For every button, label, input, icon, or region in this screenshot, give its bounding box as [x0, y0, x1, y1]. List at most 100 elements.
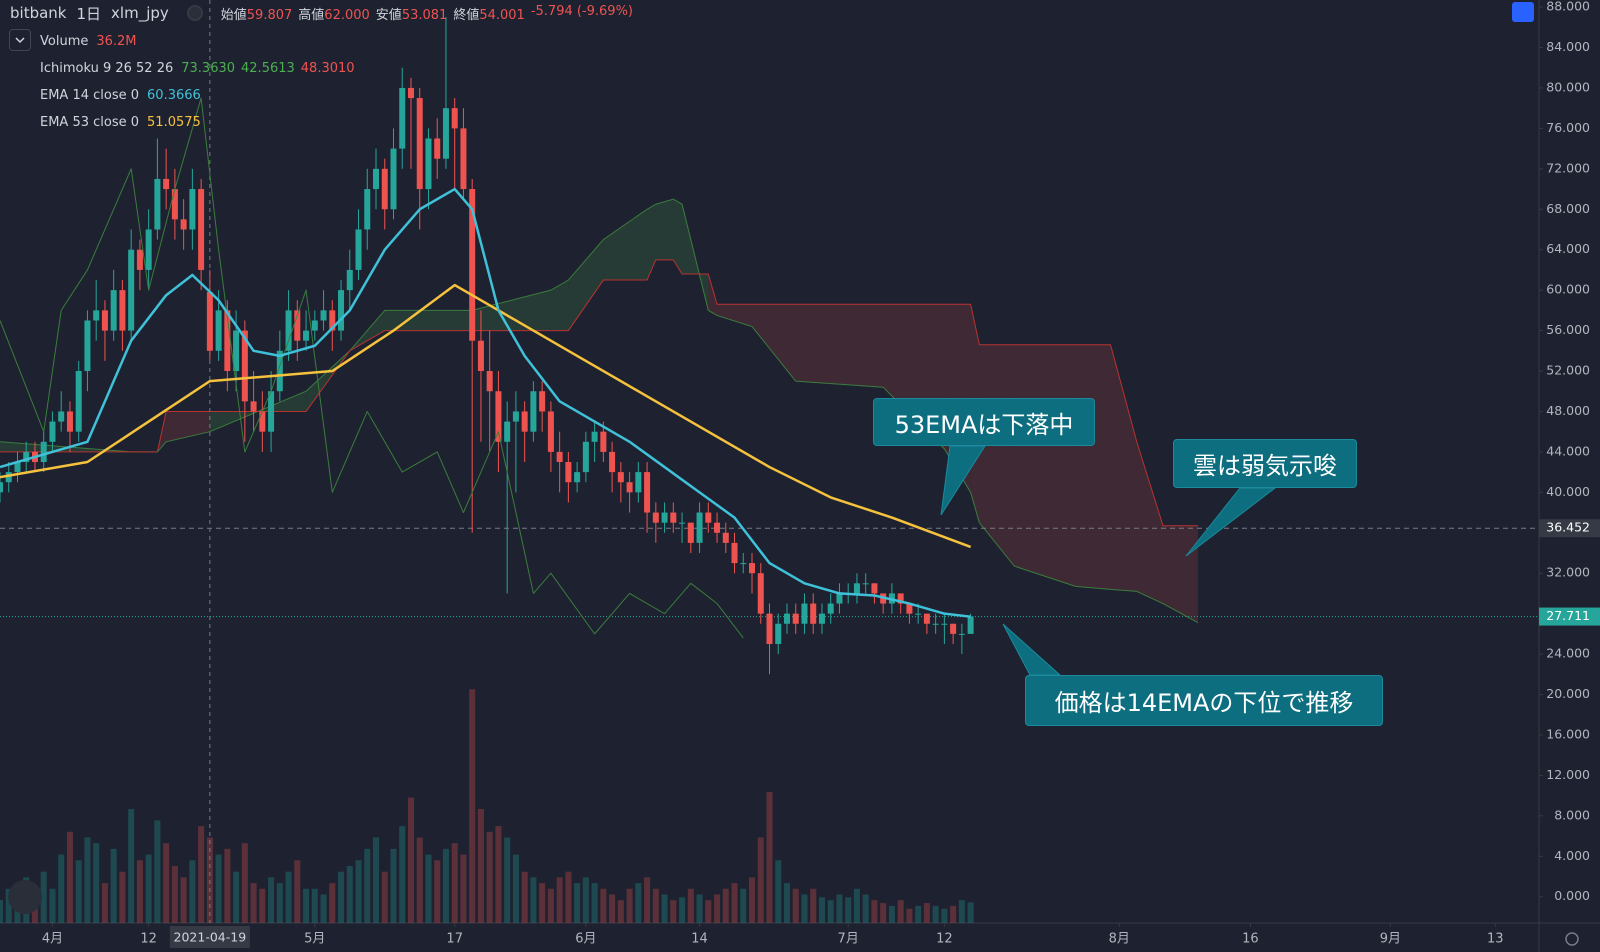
legend: Volume 36.2M Ichimoku 9 26 52 26 73.3630 42.…	[40, 28, 355, 136]
y-tick-label: 56.000	[1546, 322, 1590, 337]
volume-bar	[215, 854, 222, 923]
interval[interactable]: 1日	[76, 4, 102, 23]
legend-value: 60.3666	[147, 88, 201, 103]
candle-body	[783, 613, 790, 624]
y-tick-label: 20.000	[1546, 686, 1590, 701]
cloud-fill	[717, 304, 753, 327]
candle-body	[915, 613, 922, 615]
volume-bar	[250, 883, 257, 923]
symbol[interactable]: xlm_jpy	[111, 4, 169, 22]
candle-body	[574, 472, 581, 483]
y-tick-label: 48.000	[1546, 403, 1590, 418]
legend-row[interactable]: EMA 14 close 0 60.3666	[40, 82, 355, 109]
volume-bar	[311, 888, 318, 923]
candle-body	[967, 616, 974, 634]
candle-body	[792, 613, 799, 624]
price-label: 27.711	[1546, 608, 1590, 623]
volume-bar	[198, 826, 205, 923]
candle-body	[154, 178, 161, 230]
volume-bar	[941, 908, 948, 923]
volume-bar	[171, 866, 178, 923]
candle-body	[670, 512, 677, 523]
volume-bar	[268, 877, 275, 923]
ohlc-label: 始値	[220, 7, 247, 23]
legend-name: Volume	[40, 34, 89, 49]
candle-body	[101, 310, 108, 331]
cloud-fill	[384, 310, 473, 331]
y-tick-label: 4.000	[1554, 848, 1590, 863]
candle-body	[145, 229, 152, 270]
annotation: 雲は弱気示唆	[1173, 439, 1357, 488]
cloud-fill	[708, 273, 718, 316]
candle-body	[93, 310, 100, 321]
candle-body	[679, 522, 686, 524]
cloud-fill	[603, 209, 648, 281]
price-axis	[1539, 0, 1600, 952]
volume-bar	[163, 843, 170, 923]
candle-body	[425, 138, 432, 190]
candle-body	[329, 310, 336, 331]
x-tick-label: 16	[1242, 932, 1259, 947]
candle-body	[75, 371, 82, 432]
candle-body	[923, 613, 930, 624]
volume-bar	[373, 837, 380, 923]
volume-bar	[871, 900, 878, 923]
x-tick-label: 12	[936, 932, 953, 947]
cloud-span-b	[0, 259, 1198, 527]
price-label-bg	[1539, 607, 1600, 626]
candle-body	[897, 593, 904, 604]
volume-bar	[303, 888, 310, 923]
volume-bar	[783, 883, 790, 923]
volume-bar	[495, 826, 502, 923]
collapse-button[interactable]	[9, 29, 31, 51]
volume-bar	[609, 894, 616, 923]
candle-body	[731, 542, 738, 564]
candle-body	[215, 310, 222, 351]
candle-body	[381, 168, 388, 210]
candle-body	[399, 87, 406, 149]
candle-body	[818, 613, 825, 624]
candle-body	[407, 87, 414, 99]
candle-body	[652, 512, 659, 523]
volume-bar	[967, 902, 974, 923]
volume-bar	[652, 888, 659, 923]
volume-bar	[897, 900, 904, 923]
volume-bar	[932, 905, 939, 923]
logo[interactable]	[8, 880, 42, 914]
volume-bar	[5, 888, 12, 923]
volume-bar	[381, 871, 388, 923]
legend-row[interactable]: EMA 53 close 0 51.0575	[40, 109, 355, 136]
volume-bar	[775, 860, 782, 923]
y-tick-label: 24.000	[1546, 646, 1590, 661]
candle-body	[775, 623, 782, 644]
ohlc-value: 53.081	[401, 7, 448, 23]
exchange[interactable]: bitbank	[10, 4, 67, 22]
volume-bar	[670, 900, 677, 923]
volume-bar	[434, 860, 441, 923]
candle-body	[303, 330, 310, 341]
annotation: 価格は14EMAの下位で推移	[1025, 675, 1383, 726]
y-tick-label: 64.000	[1546, 241, 1590, 256]
volume-bar	[346, 866, 353, 923]
volume-bar	[880, 903, 887, 923]
candle-body	[180, 219, 187, 230]
volume-bar	[705, 900, 712, 923]
legend-value: 73.3630	[181, 61, 236, 76]
x-tick-label: 14	[691, 932, 708, 947]
annotation: 53EMAは下落中	[873, 398, 1095, 446]
ohlc-value: 54.001	[479, 7, 525, 23]
volume-bar	[661, 894, 668, 923]
candle-body	[617, 472, 624, 483]
indicator-line	[0, 187, 971, 618]
legend-values: 60.3666	[147, 88, 201, 103]
cloud-fill	[752, 304, 796, 382]
candle-body	[460, 128, 467, 190]
fullscreen-button[interactable]	[1512, 2, 1534, 22]
legend-row[interactable]: Ichimoku 9 26 52 26 73.3630 42.5613 48.3010	[40, 55, 355, 82]
y-tick-label: 72.000	[1546, 160, 1590, 175]
volume-bar	[862, 894, 869, 923]
x-tick-label: 5月	[304, 932, 325, 947]
ohlc-change: -5.794 (-9.69%)	[530, 3, 633, 19]
volume-bar	[0, 900, 3, 923]
legend-row[interactable]: Volume 36.2M	[40, 28, 355, 55]
